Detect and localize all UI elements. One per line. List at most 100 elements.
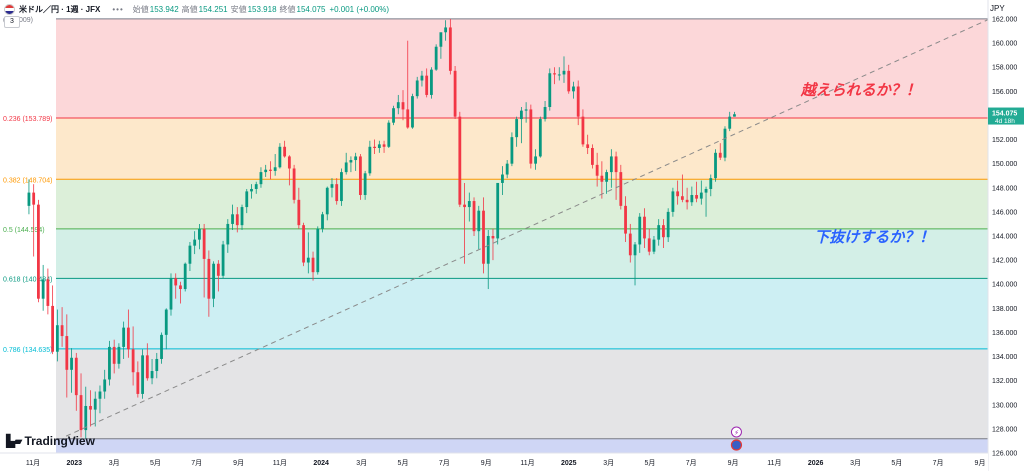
price-tick-label: 140.000	[992, 282, 1017, 289]
open-value: 153.942	[149, 4, 179, 14]
price-tick-label: 148.000	[992, 185, 1017, 192]
change-value: +0.001 (+0.00%)	[329, 4, 390, 14]
candle-body	[287, 156, 291, 169]
candle-body	[647, 238, 651, 252]
candle-body	[145, 355, 149, 379]
symbol-title[interactable]: 米ドル／円 · 1週 · JFX	[19, 4, 101, 14]
candle-body	[70, 357, 73, 370]
candle-body	[108, 346, 111, 380]
price-tick-label: 152.000	[992, 137, 1017, 144]
candle-body	[344, 162, 348, 173]
candle-body	[283, 146, 287, 157]
candle-body	[699, 192, 703, 199]
candle-body	[685, 199, 689, 203]
candle-body	[529, 109, 533, 164]
candle-body	[434, 46, 438, 70]
candle-body	[231, 214, 234, 224]
candle-body	[548, 73, 552, 108]
candle-body	[363, 173, 367, 196]
candle-body	[486, 236, 490, 264]
candle-body	[609, 156, 613, 173]
candle-body	[472, 201, 476, 232]
candle-body	[169, 278, 173, 310]
candle-body	[505, 163, 509, 175]
candle-body	[628, 233, 632, 256]
candle-body	[60, 325, 64, 337]
currency-label: JPY	[990, 4, 1005, 13]
last-price-value: 154.075	[992, 111, 1017, 118]
candle-body	[714, 152, 717, 179]
candle-body	[377, 144, 381, 148]
candle-body	[74, 357, 78, 396]
candle-body	[51, 305, 55, 352]
time-tick-label: 3月	[109, 459, 120, 467]
candle-body	[84, 405, 88, 431]
candle-body	[273, 167, 277, 171]
candle-body	[415, 80, 419, 97]
candle-body	[671, 191, 675, 212]
candle-body	[425, 75, 429, 95]
candle-body	[444, 27, 448, 33]
candle-body	[538, 119, 542, 157]
time-tick-label: 9月	[481, 459, 492, 467]
candle-body	[662, 225, 665, 238]
candle-body	[553, 73, 556, 75]
time-tick-label: 7月	[439, 459, 450, 467]
candle-body	[302, 225, 305, 263]
candle-body	[728, 116, 732, 129]
candle-body	[676, 191, 680, 197]
candle-body	[188, 245, 192, 264]
fib-zone	[56, 179, 988, 229]
price-tick-label: 126.000	[992, 451, 1017, 458]
time-tick-label: 9月	[728, 459, 739, 467]
event-flag-icon	[730, 439, 743, 451]
candle-body	[254, 184, 258, 189]
tradingview-logo: ▙▰ TradingView	[6, 434, 95, 448]
fib-label: 0.382 (148.704)	[3, 177, 52, 184]
candle-body	[41, 279, 45, 299]
candle-body	[467, 201, 471, 208]
candle-body	[141, 355, 144, 394]
lightning-glyph: ⚡	[734, 429, 739, 437]
candle-body	[174, 278, 178, 286]
low-value: 153.918	[247, 4, 277, 14]
candle-body	[321, 214, 324, 229]
candle-body	[709, 178, 713, 189]
time-tick-label: 7月	[191, 459, 202, 467]
candle-body	[605, 172, 609, 182]
time-tick-label: 11月	[26, 459, 40, 467]
candle-body	[46, 279, 50, 306]
fib-label: 0.786 (134.635)	[3, 347, 52, 354]
candle-body	[396, 102, 400, 109]
time-tick-label: 9月	[233, 459, 244, 467]
candle-body	[733, 114, 736, 117]
candle-body	[448, 27, 452, 71]
candle-body	[93, 398, 97, 410]
close-value: 154.075	[296, 4, 326, 14]
candle-body	[112, 346, 116, 364]
indicator-count-badge[interactable]: 3	[4, 16, 20, 28]
candle-body	[126, 327, 130, 350]
candle-body	[216, 263, 220, 276]
time-tick-label: 5月	[398, 459, 409, 467]
low-label: 安値	[230, 4, 247, 14]
price-tick-label: 158.000	[992, 65, 1017, 72]
candle-body	[103, 379, 107, 392]
candle-body	[212, 263, 216, 299]
price-axis	[988, 0, 1024, 471]
candle-body	[680, 196, 684, 200]
annotation-text: 越えられるか？！	[800, 82, 921, 99]
candle-body	[179, 285, 182, 290]
candle-body	[657, 225, 661, 240]
fib-zone	[56, 348, 988, 439]
candle-body	[89, 405, 92, 410]
candle-body	[79, 395, 83, 431]
candle-body	[614, 156, 618, 173]
candle-body	[718, 152, 722, 158]
candle-body	[292, 168, 296, 200]
candle-body	[330, 184, 334, 188]
price-tick-label: 136.000	[992, 330, 1017, 337]
price-tick-label: 144.000	[992, 234, 1017, 241]
price-tick-label: 130.000	[992, 402, 1017, 409]
